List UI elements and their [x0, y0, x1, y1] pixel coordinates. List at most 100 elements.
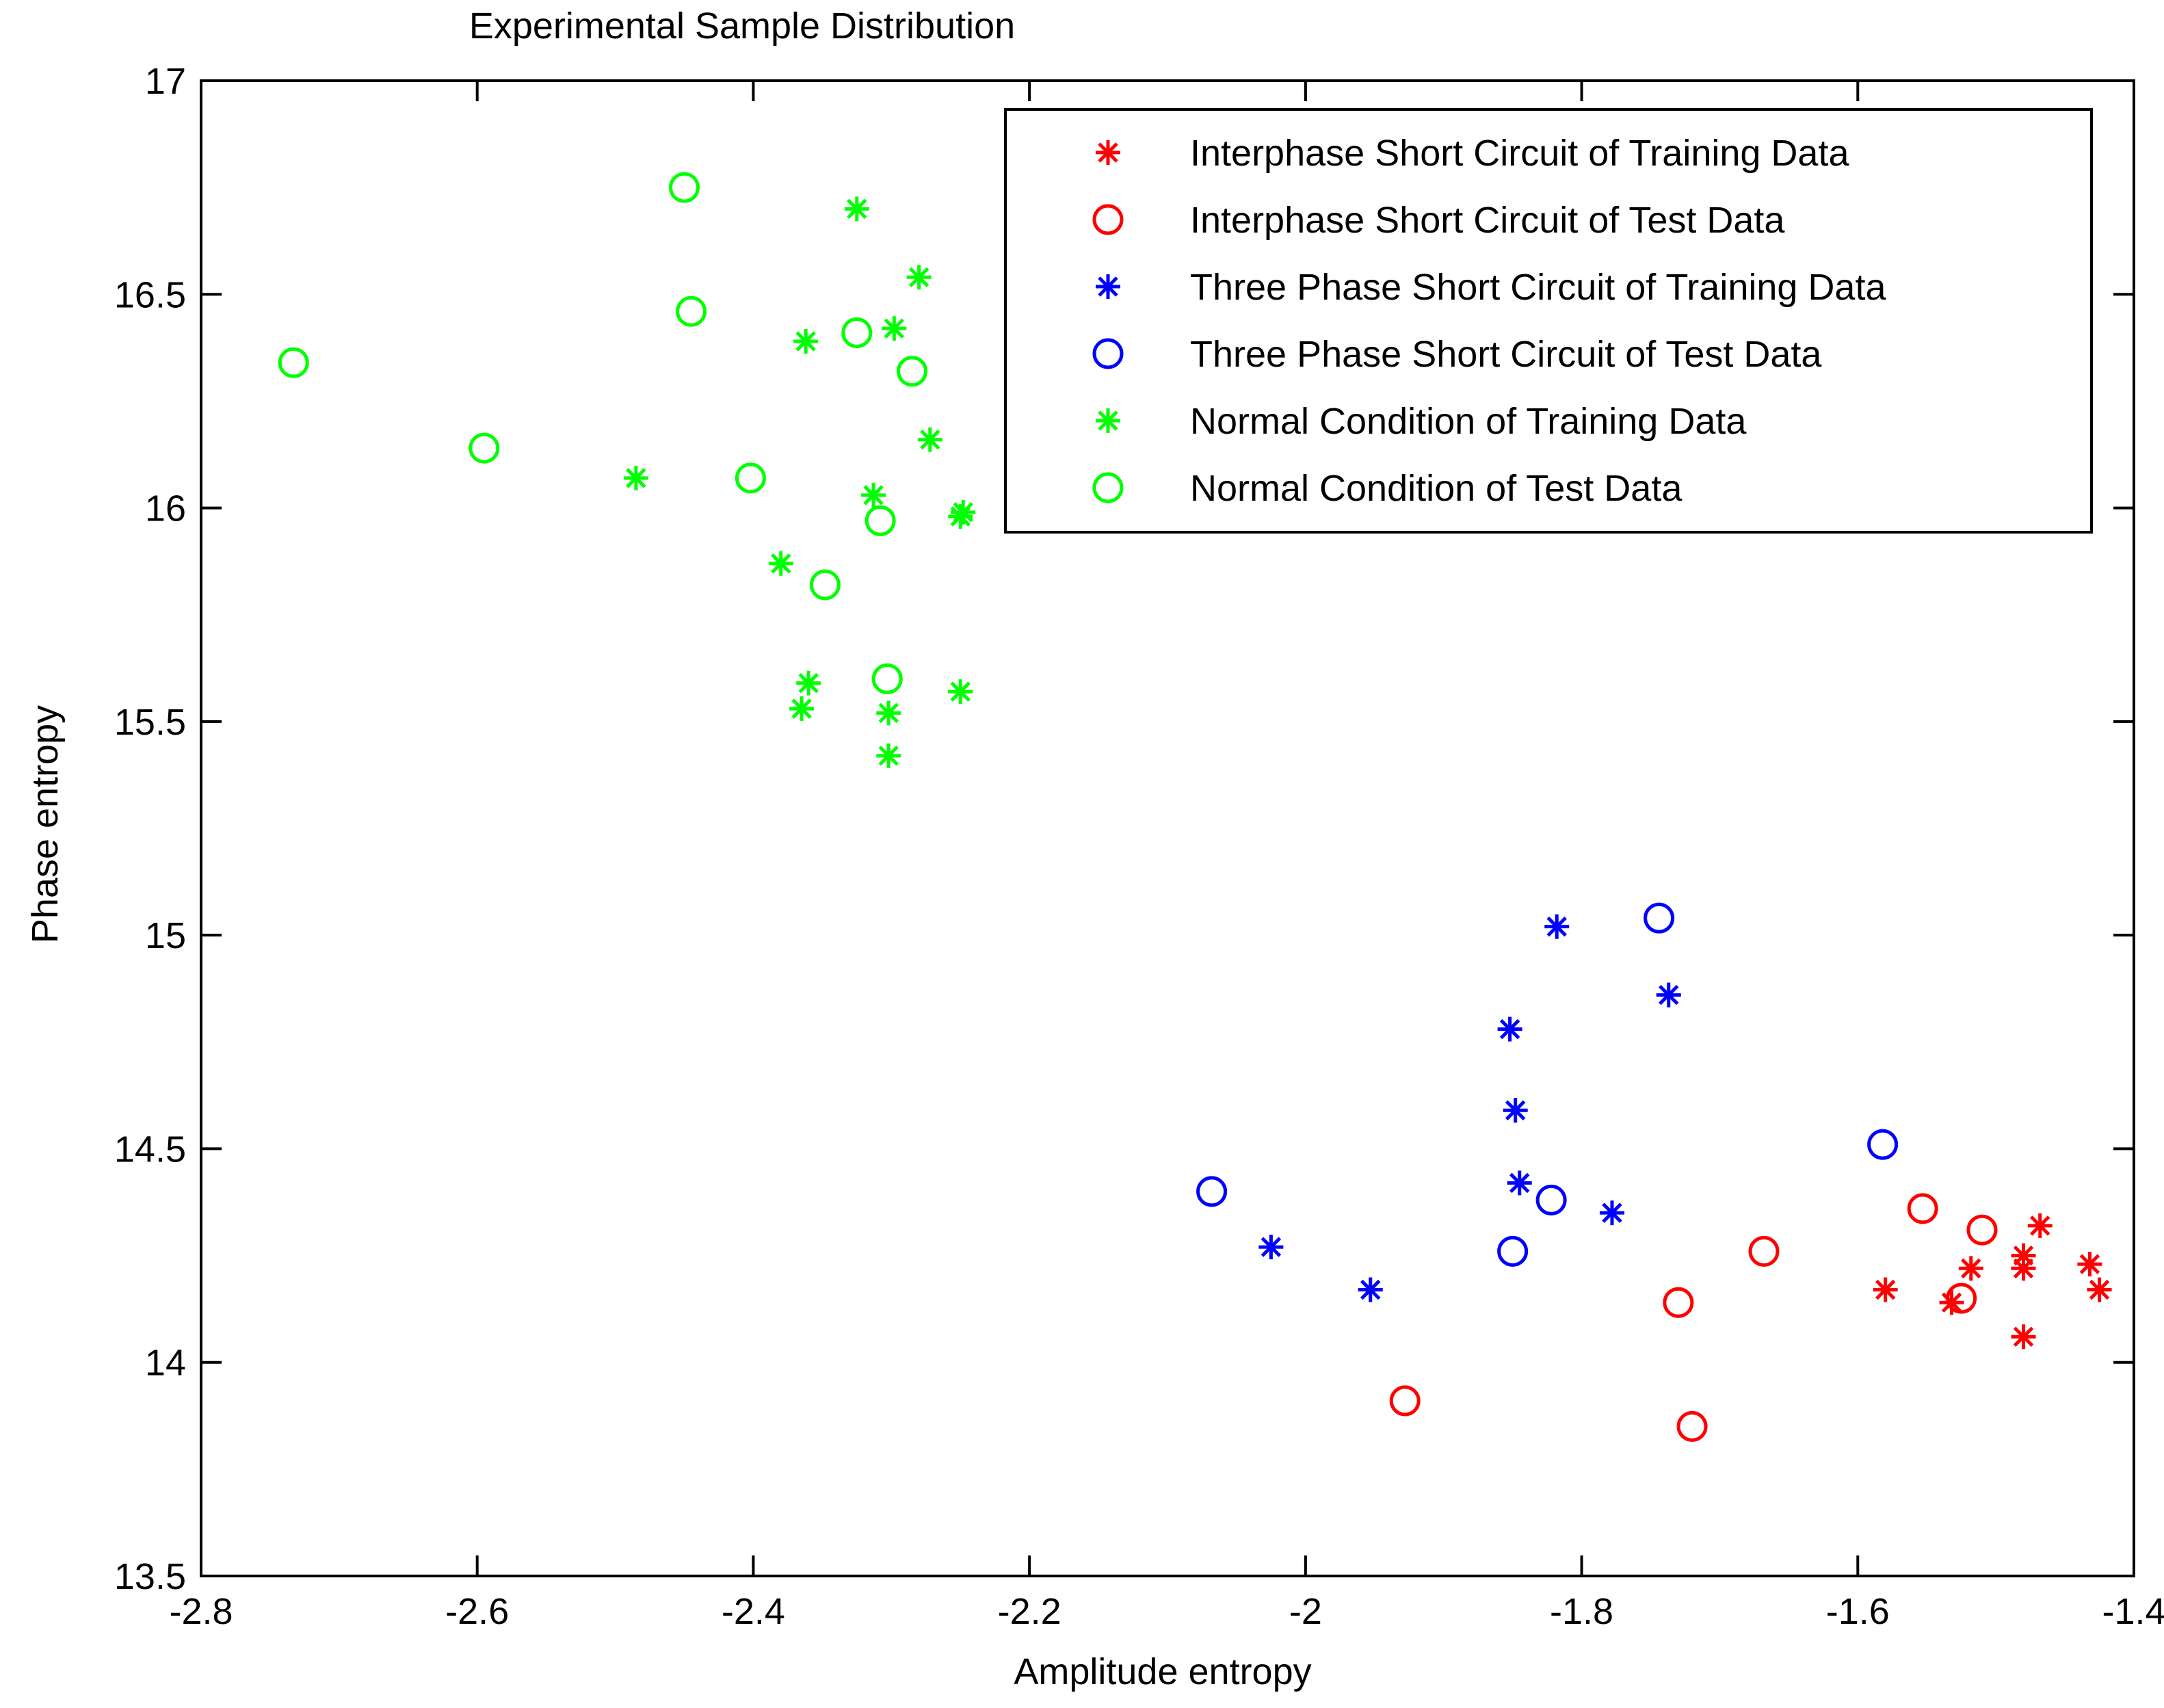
y-tick-label: 16: [145, 488, 186, 529]
series-0: [1873, 1213, 2112, 1350]
circle-point: [1663, 1287, 1694, 1318]
legend-marker-d2: [1098, 410, 1118, 431]
star-point: [948, 504, 973, 529]
circle-point: [278, 347, 309, 378]
legend-entry-label: Normal Condition of Training Data: [1190, 401, 1747, 442]
circle-point: [735, 462, 766, 494]
legend-marker: [1096, 140, 1120, 165]
star-point-d2: [1360, 1279, 1381, 1300]
series-1: [1389, 1193, 1998, 1442]
star-point-d2: [920, 429, 940, 450]
circle-point: [809, 569, 841, 601]
star-point-d2: [1659, 984, 1679, 1006]
star-point-d2: [626, 468, 646, 488]
star-point-d2: [1941, 1292, 1962, 1313]
legend-entry-label: Interphase Short Circuit of Training Dat…: [1190, 133, 1849, 174]
series-4: [623, 196, 976, 768]
star-point-d2: [1546, 916, 1567, 937]
star-point: [1507, 1170, 1532, 1196]
star-point: [1358, 1277, 1383, 1302]
x-tick-label: -2.4: [722, 1591, 785, 1632]
circle-point: [676, 295, 707, 327]
star-point: [2011, 1324, 2036, 1350]
x-tick-label: -2: [1289, 1591, 1322, 1632]
circle-point: [871, 663, 903, 694]
star-point: [906, 265, 932, 290]
star-point: [876, 743, 901, 768]
y-tick-label: 17: [145, 61, 186, 102]
y-tick-label: 15: [145, 915, 186, 956]
series-5: [278, 172, 928, 694]
star-point-d2: [1499, 1019, 1520, 1040]
star-point-d2: [2013, 1258, 2034, 1279]
star-point-d2: [2079, 1254, 2100, 1274]
star-point: [1497, 1016, 1522, 1042]
circle-point: [1497, 1235, 1529, 1267]
star-point-d2: [1961, 1258, 1981, 1279]
star-point-d2: [1261, 1237, 1282, 1257]
x-tick-label: -1.8: [1550, 1591, 1613, 1632]
circle-point: [1966, 1214, 1998, 1246]
y-tick-label: 16.5: [114, 274, 186, 315]
star-point-d2: [2030, 1216, 2050, 1236]
star-point: [1958, 1256, 1983, 1281]
star-point-d2: [2013, 1326, 2034, 1347]
star-point: [2027, 1213, 2053, 1238]
star-point-d2: [950, 506, 971, 527]
chart-title: Experimental Sample Distribution: [469, 5, 1015, 47]
legend-entry-label: Three Phase Short Circuit of Training Da…: [1190, 267, 1886, 308]
star-point: [2077, 1252, 2102, 1277]
star-point-d2: [878, 746, 899, 766]
legend-entry-label: Interphase Short Circuit of Test Data: [1190, 200, 1785, 241]
legend-entry-label: Normal Condition of Test Data: [1190, 468, 1683, 509]
star-point: [1258, 1235, 1284, 1260]
x-tick-label: -2.2: [998, 1591, 1061, 1632]
circle-point: [1946, 1283, 1977, 1314]
star-point-d2: [847, 198, 867, 220]
star-point: [796, 670, 821, 696]
star-point: [861, 482, 886, 508]
y-tick-label: 14: [145, 1343, 186, 1384]
star-point: [917, 427, 942, 452]
y-tick-label: 15.5: [114, 702, 186, 743]
data-markers: [278, 172, 2112, 1442]
star-point: [1544, 914, 1570, 939]
circle-point: [469, 432, 500, 464]
plot-area-frame: [200, 79, 2135, 1577]
series-3: [1196, 902, 1899, 1267]
x-tick-label: -1.4: [2102, 1591, 2164, 1632]
legend-marker: [1092, 204, 1124, 235]
star-point: [1873, 1277, 1898, 1302]
legend-marker: [1096, 408, 1120, 433]
legend-marker: [1096, 274, 1120, 299]
star-point-d2: [798, 672, 819, 694]
star-point-d2: [878, 702, 899, 724]
star-point-d2: [791, 698, 812, 719]
star-point: [2087, 1277, 2112, 1302]
star-point-d2: [1505, 1100, 1526, 1120]
star-point-d2: [1509, 1172, 1530, 1194]
circle-point: [669, 172, 700, 203]
star-point-d2: [1875, 1279, 1896, 1300]
circle-point: [1907, 1193, 1938, 1224]
legend-box: [1004, 108, 2093, 534]
circle-point: [1644, 902, 1675, 934]
circle-point: [841, 317, 873, 348]
legend-marker: [1092, 472, 1124, 503]
star-point-d2: [771, 553, 791, 574]
star-point-d2: [1602, 1203, 1622, 1223]
circle-point: [1389, 1385, 1421, 1417]
star-point-d2: [863, 485, 884, 505]
x-tick-label: -1.6: [1826, 1591, 1890, 1632]
star-point: [789, 696, 815, 722]
star-point-d2: [795, 331, 816, 352]
circle-point: [1676, 1410, 1708, 1442]
x-axis-label: Amplitude entropy: [1014, 1651, 1311, 1692]
circle-point: [897, 356, 928, 387]
x-tick-label: -2.6: [445, 1591, 509, 1632]
star-point-d2: [950, 681, 971, 702]
circle-point: [1196, 1176, 1228, 1207]
circle-point: [1748, 1235, 1780, 1267]
